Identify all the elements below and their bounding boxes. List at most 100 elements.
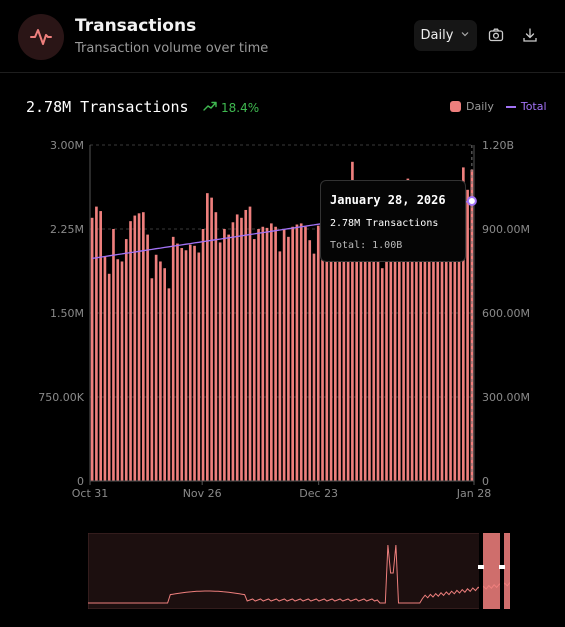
bar: [372, 240, 376, 481]
bar: [462, 167, 465, 481]
bar: [346, 203, 350, 481]
bar: [218, 242, 222, 481]
legend-label-total: Total: [520, 100, 547, 113]
bar: [312, 253, 316, 481]
y-tick-label-left: 2.25M: [50, 223, 84, 236]
change-badge: 18.4%: [203, 99, 259, 116]
bar: [385, 245, 388, 481]
page-subtitle: Transaction volume over time: [75, 41, 269, 56]
bar: [265, 227, 269, 481]
bar: [180, 248, 184, 481]
bar: [274, 226, 277, 481]
x-tick-label: Oct 31: [72, 487, 109, 500]
y-tick-label-left: 0: [77, 475, 84, 488]
y-tick-label-right: 900.00M: [482, 223, 530, 236]
bar: [338, 203, 341, 481]
navigator-grip-left[interactable]: [478, 565, 484, 569]
bar: [316, 225, 320, 481]
bar: [124, 239, 128, 481]
bar: [308, 240, 312, 481]
camera-icon[interactable]: [486, 25, 506, 45]
range-navigator[interactable]: [88, 533, 510, 609]
bar: [129, 221, 132, 481]
y-tick-label-left: 3.00M: [50, 139, 84, 152]
bar: [444, 195, 448, 481]
bar: [287, 236, 290, 481]
legend-item-daily[interactable]: Daily: [450, 100, 494, 113]
bar: [214, 212, 218, 481]
bar: [453, 201, 457, 481]
bar: [415, 223, 418, 481]
trending-up-icon: [203, 99, 217, 116]
y-tick-label-left: 1.50M: [50, 307, 84, 320]
bar: [423, 245, 427, 481]
change-value: 18.4%: [221, 100, 260, 115]
bar: [120, 261, 124, 481]
chart-header: Transactions Transaction volume over tim…: [0, 0, 565, 73]
bar: [176, 243, 179, 481]
bar: [402, 212, 405, 481]
bar: [95, 206, 98, 481]
bar: [321, 246, 324, 481]
bar: [419, 234, 422, 481]
legend-swatch-daily: [450, 101, 461, 112]
chart-legend: Daily Total: [450, 100, 547, 113]
transactions-chart[interactable]: 0 0 750.00K 300.00M 1.50M 600.00M 2.25M 900.00M…: [0, 130, 565, 510]
bar: [270, 223, 273, 481]
navigator-grip-right[interactable]: [499, 565, 505, 569]
bar: [133, 215, 137, 481]
bar: [410, 212, 414, 481]
bar: [142, 212, 145, 481]
tooltip-total: Total: 1.00B: [330, 240, 403, 251]
y-tick-label-right: 300.00M: [482, 391, 530, 404]
bar: [201, 229, 205, 481]
bar: [146, 234, 149, 481]
hover-point: [466, 196, 477, 206]
bar: [440, 201, 444, 481]
pulse-icon: [18, 14, 64, 60]
bar: [210, 197, 213, 481]
tooltip-value: 2.78M Transactions: [330, 218, 439, 229]
bar: [171, 236, 175, 481]
bar: [193, 245, 196, 481]
navigator-selection[interactable]: [481, 533, 510, 609]
navigator-handle-left[interactable]: [479, 533, 483, 609]
bar: [342, 189, 346, 482]
y-tick-label-right: 0: [482, 475, 489, 488]
navigator-handle-right[interactable]: [500, 533, 504, 609]
interval-select-label: Daily: [420, 28, 454, 43]
bar: [380, 268, 384, 481]
legend-item-total[interactable]: Total: [505, 100, 547, 113]
bar: [449, 189, 452, 482]
bar: [206, 193, 209, 481]
bar: [248, 206, 252, 481]
interval-select[interactable]: Daily: [414, 20, 477, 51]
x-tick-label: Dec 23: [299, 487, 338, 500]
bar: [107, 273, 111, 481]
bar: [154, 254, 158, 481]
bar: [282, 229, 286, 481]
bar: [227, 234, 230, 481]
bar: [99, 211, 102, 481]
y-tick-label-right: 600.00M: [482, 307, 530, 320]
bar: [376, 251, 380, 481]
bar: [188, 244, 192, 481]
bar: [252, 239, 256, 481]
summary-value: 2.78M Transactions: [26, 98, 189, 116]
bar: [329, 231, 333, 481]
y-tick-label-right: 1.20B: [482, 139, 514, 152]
bar: [304, 226, 307, 481]
bar: [116, 259, 120, 481]
bar: [231, 222, 235, 481]
bar: [334, 209, 337, 481]
download-icon[interactable]: [520, 25, 540, 45]
bar: [351, 161, 354, 482]
bar: [325, 245, 329, 481]
bar: [278, 251, 282, 481]
bar: [197, 252, 201, 481]
x-tick-label: Jan 28: [456, 487, 491, 500]
bar: [163, 268, 166, 481]
bar: [457, 212, 461, 481]
bar: [167, 288, 171, 481]
bar: [295, 224, 299, 481]
